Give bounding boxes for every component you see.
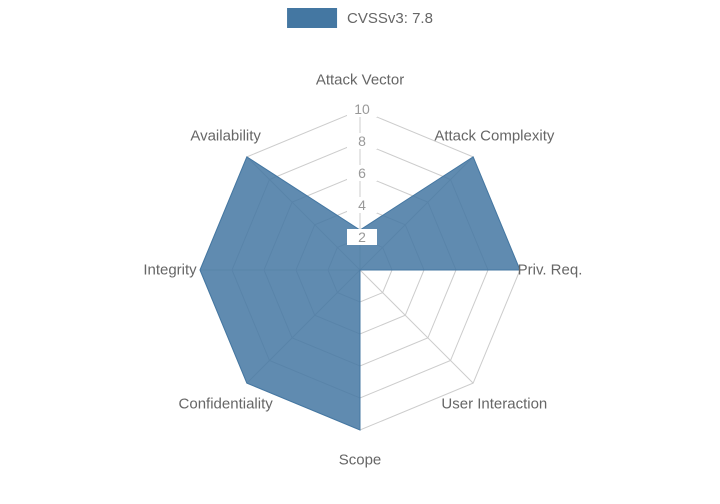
axis-label: Availability	[190, 127, 261, 144]
axis-label: Scope	[339, 452, 382, 469]
tick-label: 8	[347, 133, 377, 149]
tick-label: 6	[347, 165, 377, 181]
radar-chart: CVSSv3: 7.8 Attack VectorAttack Complexi…	[0, 0, 720, 504]
axis-label: Attack Vector	[316, 72, 404, 89]
tick-label: 10	[347, 101, 377, 117]
tick-label: 2	[347, 229, 377, 245]
axis-label: Integrity	[143, 262, 196, 279]
axis-label: Attack Complexity	[434, 127, 554, 144]
axis-label: Confidentiality	[179, 396, 273, 413]
axis-label: Priv. Req.	[518, 262, 583, 279]
axis-label: User Interaction	[441, 396, 547, 413]
tick-label: 4	[347, 197, 377, 213]
